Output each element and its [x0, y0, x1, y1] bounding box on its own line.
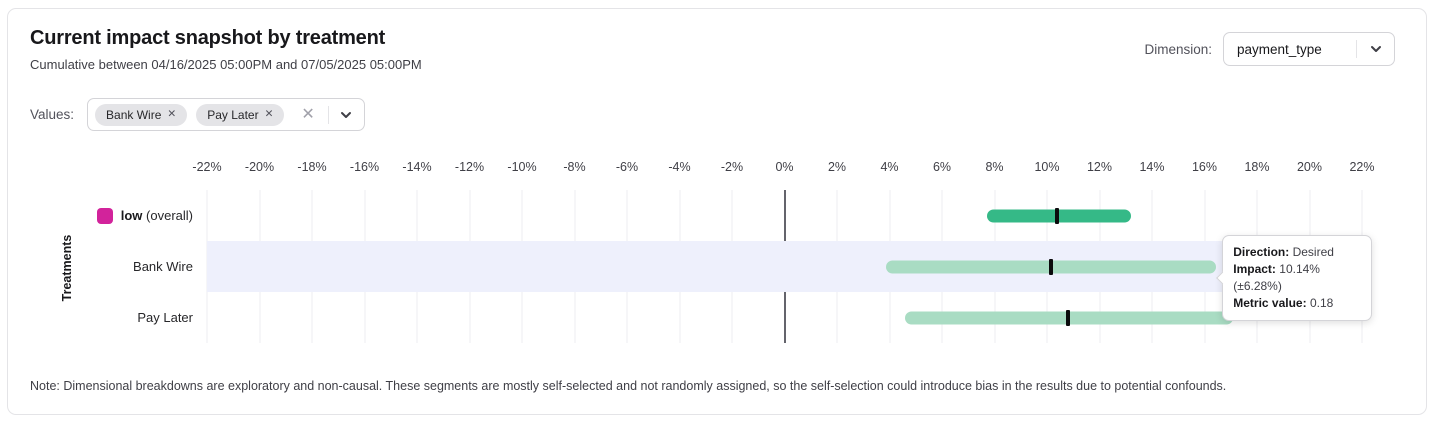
- select-divider: [1356, 40, 1357, 58]
- tooltip-impact-label: Impact:: [1233, 262, 1276, 276]
- filter-chip-bank-wire[interactable]: Bank Wire ✕: [95, 103, 188, 126]
- axis-tick-label: -6%: [615, 160, 639, 174]
- tooltip-impact-value: 10.14% (±6.28%): [1233, 262, 1320, 293]
- tooltip-direction-label: Direction:: [1233, 245, 1290, 259]
- axis-tick-labels: -22% -20% -18% -16% -14% -12% -10% -8% -6% -4% -2%…: [192, 160, 1374, 178]
- row-label: Bank Wire: [30, 241, 207, 292]
- chart-row[interactable]: [207, 292, 1362, 343]
- tooltip-metric-label: Metric value:: [1233, 296, 1307, 310]
- row-labels: low (overall) Bank Wire Pay Later: [30, 190, 207, 343]
- select-divider: [327, 105, 329, 124]
- chip-remove-icon[interactable]: ✕: [167, 108, 177, 121]
- hover-tooltip: Direction: Desired Impact: 10.14% (±6.28…: [1216, 235, 1373, 321]
- impact-snapshot-card: Current impact snapshot by treatment Cum…: [7, 8, 1427, 415]
- values-label: Values:: [30, 107, 75, 122]
- axis-tick-label: 18%: [1244, 160, 1270, 174]
- date-range-subtitle: Cumulative between 04/16/2025 05:00PM an…: [30, 57, 422, 72]
- page-title: Current impact snapshot by treatment: [30, 27, 386, 49]
- tooltip-direction-row: Direction: Desired: [1233, 244, 1361, 261]
- point-estimate-tick: [1048, 258, 1053, 275]
- axis-tick-label: -22%: [192, 160, 222, 174]
- chip-remove-icon[interactable]: ✕: [264, 108, 274, 121]
- plot-area: -22% -20% -18% -16% -14% -12% -10% -8% -6% -4% -2%…: [192, 153, 1375, 343]
- axis-tick-label: 2%: [827, 160, 847, 174]
- point-estimate-tick: [1066, 309, 1070, 326]
- tooltip-impact-row: Impact: 10.14% (±6.28%): [1233, 261, 1361, 295]
- axis-tick-label: -2%: [720, 160, 744, 174]
- row-label-text: low (overall): [120, 208, 193, 223]
- chart-row[interactable]: [207, 190, 1362, 241]
- axis-tick-label: 12%: [1086, 160, 1113, 174]
- title-block: Current impact snapshot by treatment Cum…: [30, 27, 422, 72]
- values-multiselect[interactable]: Bank Wire ✕ Pay Later ✕ ✕: [87, 98, 365, 131]
- row-label-text: Pay Later: [137, 310, 193, 325]
- axis-tick-label: -16%: [349, 160, 380, 174]
- axis-tick-label: 16%: [1191, 160, 1218, 174]
- axis-tick-label: 6%: [932, 160, 952, 174]
- axis-tick-label: -12%: [454, 160, 485, 174]
- legend-swatch: [96, 207, 113, 224]
- axis-tick-label: 22%: [1349, 160, 1375, 174]
- filter-chip-pay-later[interactable]: Pay Later ✕: [196, 103, 285, 126]
- axis-tick-label: 4%: [880, 160, 899, 174]
- row-label: Pay Later: [30, 292, 207, 343]
- axis-tick-label: 10%: [1034, 160, 1060, 174]
- filter-chip-label: Bank Wire: [106, 107, 162, 122]
- axis-tick-label: -20%: [244, 160, 275, 174]
- dimension-select[interactable]: payment_type: [1223, 32, 1395, 66]
- axis-tick-label: 14%: [1139, 160, 1165, 174]
- axis-tick-label: -8%: [563, 160, 586, 174]
- chart-rows: Direction: Desired Impact: 10.14% (±6.28…: [206, 190, 1373, 343]
- dimension-selected-value: payment_type: [1237, 41, 1322, 57]
- row-label: low (overall): [30, 190, 207, 241]
- point-estimate-tick: [1055, 207, 1060, 224]
- tooltip-direction-value: Desired: [1292, 245, 1334, 259]
- card-header: Current impact snapshot by treatment Cum…: [30, 9, 1404, 72]
- disclaimer-note: Note: Dimensional breakdowns are explora…: [30, 379, 1227, 393]
- row-label-text: Bank Wire: [133, 259, 193, 274]
- chevron-down-icon[interactable]: [1368, 41, 1384, 57]
- dimension-label: Dimension:: [1144, 41, 1212, 57]
- tooltip-metric-value: 0.18: [1309, 296, 1334, 310]
- tooltip-metric-row: Metric value: 0.18: [1233, 295, 1361, 312]
- chevron-down-icon[interactable]: [338, 107, 354, 123]
- dimension-control: Dimension: payment_type: [1144, 32, 1395, 66]
- axis-tick-label: -14%: [402, 160, 432, 174]
- chart-row[interactable]: [207, 241, 1362, 292]
- axis-tick-label: -4%: [668, 160, 691, 174]
- filter-chip-label: Pay Later: [207, 107, 259, 122]
- axis-tick-label: -10%: [507, 160, 537, 174]
- axis-tick-label: 8%: [985, 160, 1004, 174]
- values-filter-row: Values: Bank Wire ✕ Pay Later ✕ ✕: [30, 98, 1404, 131]
- clear-all-icon[interactable]: ✕: [301, 105, 315, 123]
- axis-tick-label: -18%: [297, 160, 327, 174]
- axis-tick-label: 0%: [775, 160, 794, 174]
- impact-chart: Treatments low (overall) Bank Wire Pay Lat…: [30, 153, 1404, 343]
- axis-tick-label: 20%: [1296, 160, 1323, 174]
